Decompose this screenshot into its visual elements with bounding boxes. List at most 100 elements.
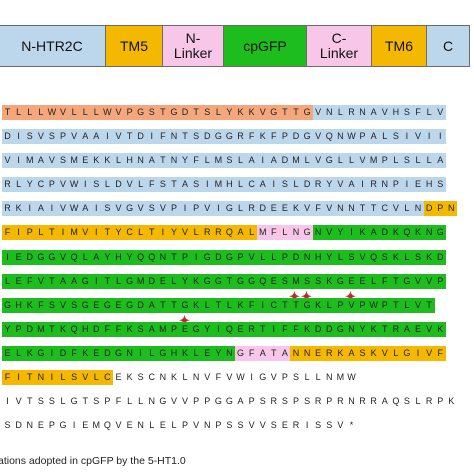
residue-gfp: N	[423, 225, 435, 241]
residue-plain: A	[379, 394, 391, 410]
residue-plain: P	[46, 418, 58, 434]
residue-htr: I	[423, 129, 435, 145]
residue-signal: L	[212, 105, 224, 120]
residue-htr: Y	[323, 177, 335, 193]
residue-signal: G	[301, 105, 313, 120]
residue-gfp: L	[146, 345, 158, 361]
residue-htr: F	[412, 105, 424, 120]
residue-gfp: V	[423, 321, 435, 337]
residue-htr: S	[90, 177, 102, 193]
residue-gfp: Q	[368, 249, 380, 265]
residue-tm: I	[46, 370, 58, 386]
residue-signal: T	[157, 105, 169, 120]
residue-htr: D	[279, 153, 291, 169]
residue-plain: S	[279, 394, 291, 410]
residue-signal: S	[201, 105, 213, 120]
residue-plain: F	[112, 394, 125, 410]
residue-signal: W	[101, 105, 113, 120]
residue-plain: L	[135, 394, 147, 410]
residue-signal: L	[24, 105, 36, 120]
residue-gfp: K	[423, 249, 435, 265]
residue-linker: M	[257, 225, 269, 241]
residue-signal: Y	[223, 105, 235, 120]
residue-plain: I	[301, 418, 313, 434]
residue-plain: I	[68, 418, 80, 434]
residue-htr: V	[390, 201, 402, 217]
residue-htr: W	[345, 129, 357, 145]
residue-gfp: F	[379, 273, 391, 289]
residue-gfp: P	[379, 297, 391, 313]
residue-gfp: S	[312, 273, 324, 289]
residue-gfp: G	[234, 273, 247, 289]
residue-gfp: G	[79, 273, 91, 289]
residue-gfp: S	[279, 273, 291, 289]
residue-gfp: Q	[223, 321, 235, 337]
residue-gfp: D	[212, 249, 224, 265]
residue-gfp: E	[345, 273, 357, 289]
residue-gfp: I	[268, 321, 280, 337]
residue-htr: V	[112, 201, 125, 217]
residue-plain: V	[246, 418, 258, 434]
residue-htr: V	[124, 177, 136, 193]
residue-plain: N	[190, 370, 202, 386]
residue-gfp: Y	[212, 345, 224, 361]
residue-gfp: A	[368, 225, 380, 241]
residue-htr: L	[334, 153, 346, 169]
residue-tm: I	[90, 225, 102, 241]
residue-gfp: Q	[401, 225, 413, 241]
residue-gfp: Q	[68, 249, 80, 265]
residue-tm: L	[135, 225, 147, 241]
residue-gfp: H	[168, 345, 180, 361]
residue-htr: S	[24, 129, 36, 145]
residue-gfp: P	[334, 297, 346, 313]
residue-gfp: D	[24, 249, 36, 265]
residue-htr: W	[68, 201, 80, 217]
residue-htr: S	[157, 177, 169, 193]
residue-gfp: K	[390, 225, 402, 241]
residue-htr: K	[257, 129, 269, 145]
residue-htr: D	[135, 129, 147, 145]
residue-htr: L	[112, 153, 125, 169]
residue-gfp: G	[112, 345, 125, 361]
residue-gfp: T	[157, 297, 169, 313]
residue-gfp: G	[434, 225, 446, 241]
residue-htr: V	[46, 153, 58, 169]
residue-htr: E	[79, 153, 91, 169]
residue-gfp: M	[157, 321, 169, 337]
residue-htr: S	[190, 177, 202, 193]
residue-signal: V	[57, 105, 69, 120]
residue-gfp: S	[345, 249, 357, 265]
residue-gfp: K	[434, 321, 446, 337]
residue-signal: T	[290, 105, 302, 120]
residue-gfp: E	[157, 273, 169, 289]
residue-tm: K	[334, 345, 346, 361]
mutation-star-icon: ✦	[301, 288, 312, 304]
residue-plain: R	[268, 394, 280, 410]
residue-plain: Q	[101, 418, 113, 434]
residue-gfp: D	[323, 321, 335, 337]
residue-signal: T	[279, 105, 291, 120]
residue-gfp: T	[390, 273, 402, 289]
residue-tm: L	[390, 345, 402, 361]
residue-tm: L	[57, 370, 69, 386]
residue-htr: R	[312, 177, 324, 193]
residue-tm: L	[190, 225, 202, 241]
residue-plain: G	[223, 394, 235, 410]
residue-tm: A	[234, 225, 247, 241]
residue-gfp: G	[179, 297, 191, 313]
residue-htr: F	[146, 177, 158, 193]
residue-htr: V	[57, 177, 69, 193]
residue-plain: G	[257, 370, 269, 386]
mutation-star-icon: ✦	[345, 288, 356, 304]
residue-htr: M	[368, 153, 380, 169]
residue-htr: V	[434, 105, 446, 120]
residue-gfp: Y	[334, 225, 346, 241]
residue-gfp: L	[257, 249, 269, 265]
residue-gfp: Q	[68, 321, 80, 337]
residue-htr: K	[101, 153, 113, 169]
residue-htr: G	[212, 129, 224, 145]
domain-n-linker: N- Linker	[162, 25, 224, 67]
residue-gfp: P	[179, 249, 191, 265]
residue-tm: P	[434, 201, 446, 217]
